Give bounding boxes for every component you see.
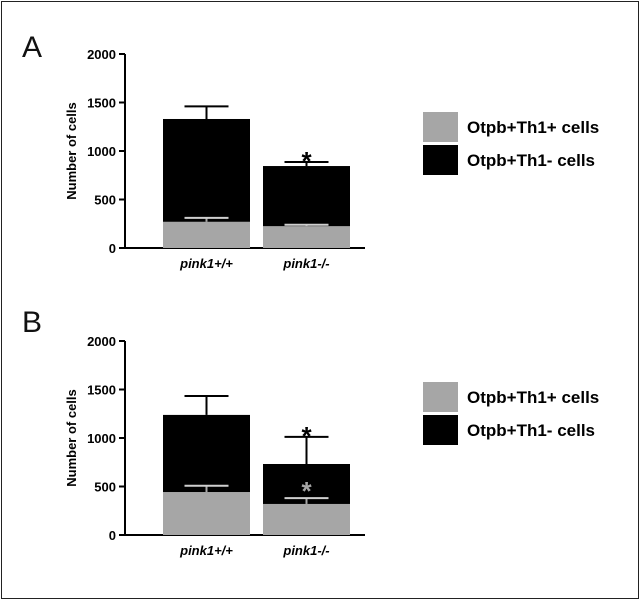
chart-panel-b: B 0 500 1000 1500 2000 Number of cells pink1+/+… <box>22 306 599 558</box>
significance-asterisk: * <box>301 476 312 506</box>
bar-th1-positive <box>263 503 350 535</box>
y-tick-label: 1000 <box>87 431 116 446</box>
y-tick-label: 500 <box>94 480 116 495</box>
panel-label: B <box>22 306 42 339</box>
y-tick-label: 0 <box>109 528 116 543</box>
chart-panel-a: A 0 500 1000 1500 2000 Number of cells pink1+/+… <box>22 31 599 271</box>
panel-label: A <box>22 31 42 64</box>
bar-th1-positive <box>163 221 250 248</box>
y-tick-label: 2000 <box>87 334 116 349</box>
significance-asterisk: * <box>301 421 312 451</box>
x-tick-label: pink1+/+ <box>179 543 233 558</box>
y-tick-label: 1500 <box>87 383 116 398</box>
y-axis-label: Number of cells <box>64 102 79 200</box>
y-tick-label: 500 <box>94 193 116 208</box>
bar-th1-negative <box>263 166 350 227</box>
bar-th1-negative <box>163 118 250 222</box>
x-tick-label: pink1+/+ <box>179 256 233 271</box>
bar-th1-positive <box>263 226 350 248</box>
x-tick-label: pink1-/- <box>282 256 329 271</box>
y-tick-label: 0 <box>109 241 116 256</box>
bar-th1-positive <box>163 492 250 535</box>
y-tick-label: 1000 <box>87 144 116 159</box>
legend-swatch <box>423 145 458 175</box>
x-tick-label: pink1-/- <box>282 543 329 558</box>
significance-asterisk: * <box>301 146 312 176</box>
legend-label: Otpb+Th1- cells <box>467 421 595 440</box>
legend-label: Otpb+Th1- cells <box>467 151 595 170</box>
legend-label: Otpb+Th1+ cells <box>467 118 599 137</box>
legend-swatch <box>423 382 458 412</box>
legend-swatch <box>423 112 458 142</box>
bar-th1-negative <box>163 414 250 493</box>
y-tick-label: 1500 <box>87 96 116 111</box>
legend-label: Otpb+Th1+ cells <box>467 388 599 407</box>
legend-swatch <box>423 415 458 445</box>
y-axis-label: Number of cells <box>64 389 79 487</box>
y-tick-label: 2000 <box>87 47 116 62</box>
